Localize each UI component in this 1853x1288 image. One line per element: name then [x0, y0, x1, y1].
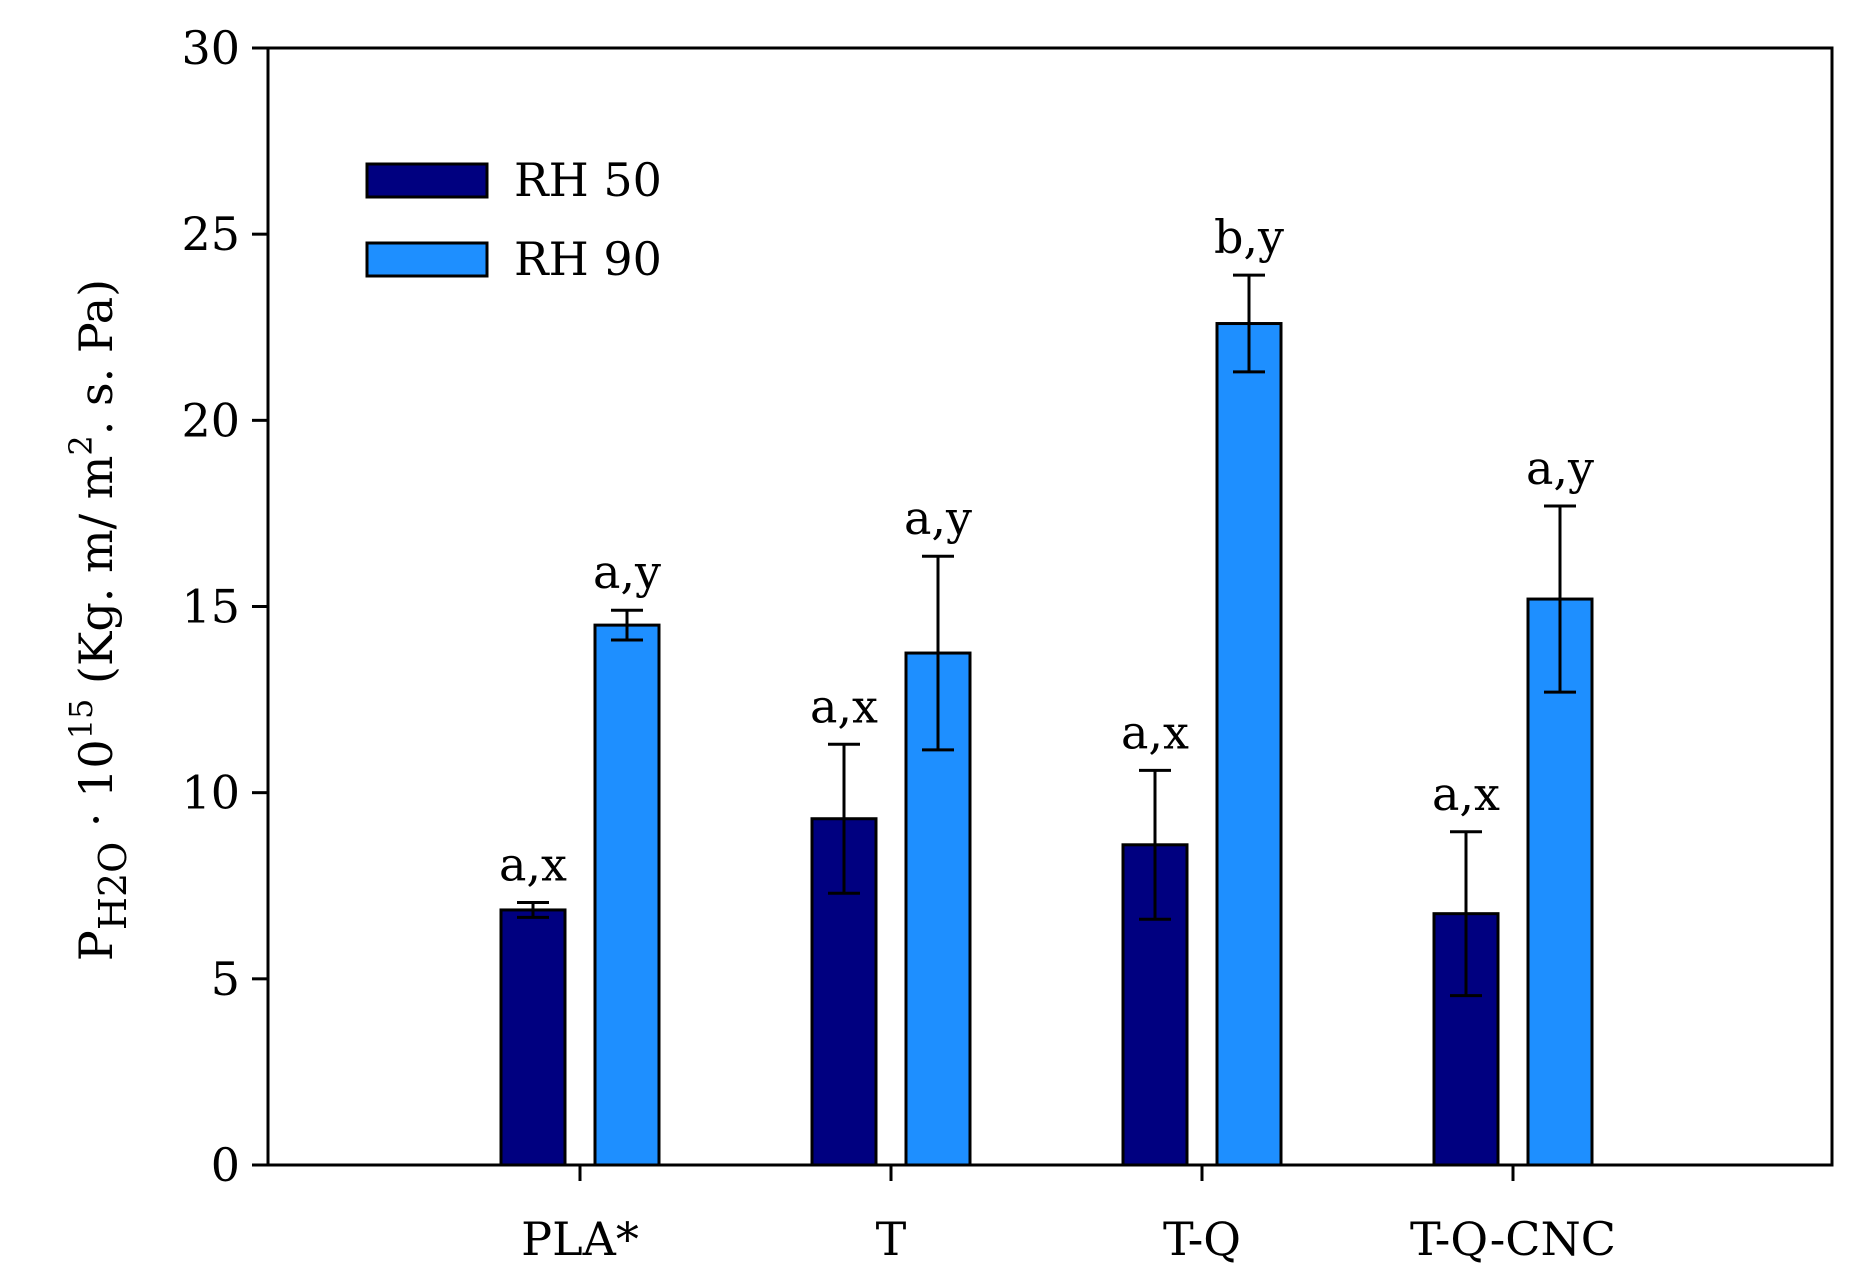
bar-significance-label: a,x	[1432, 767, 1500, 821]
bar	[499, 908, 567, 1167]
bar-significance-label: a,x	[810, 679, 878, 733]
bar-significance-label: b,y	[1214, 210, 1284, 264]
bar	[593, 623, 661, 1167]
legend-swatch	[365, 162, 489, 199]
bar-significance-label: a,y	[1526, 441, 1594, 495]
bar-significance-label: a,x	[1121, 705, 1189, 759]
y-tick-label: 30	[181, 21, 240, 75]
x-tick-label: PLA*	[521, 1212, 639, 1266]
bar-significance-label: a,x	[499, 838, 567, 892]
y-tick-label: 25	[181, 207, 240, 261]
legend-swatch	[365, 241, 489, 278]
y-tick-label: 5	[211, 952, 240, 1006]
bar	[1215, 322, 1283, 1167]
bar-significance-label: a,y	[593, 545, 661, 599]
bar-labels: a,x a,x a,x a,x a,y a,y b,y a,y	[499, 210, 1594, 891]
x-tick-label: T-Q	[1163, 1212, 1241, 1266]
y-tick-label: 15	[181, 580, 240, 634]
legend: RH 50 RH 90	[365, 153, 662, 286]
legend-label: RH 50	[514, 153, 662, 207]
legend-label: RH 90	[514, 232, 662, 286]
y-tick-label: 20	[181, 393, 240, 447]
y-tick-label: 10	[181, 766, 240, 820]
x-tick-label: T-Q-CNC	[1410, 1212, 1616, 1266]
y-axis-label: PH2O · 1015 (Kg. m/ m2. s. Pa)	[62, 279, 135, 961]
bar-significance-label: a,y	[904, 491, 972, 545]
y-tick-label: 0	[211, 1138, 240, 1192]
bars	[499, 273, 1594, 1167]
x-tick-label: T	[876, 1212, 907, 1266]
y-axis-title: PH2O · 1015 (Kg. m/ m2. s. Pa)	[62, 279, 135, 961]
axes: 0 5 10 15 20 25 30 PLA* T T-Q T-Q-CNC	[181, 21, 1834, 1266]
